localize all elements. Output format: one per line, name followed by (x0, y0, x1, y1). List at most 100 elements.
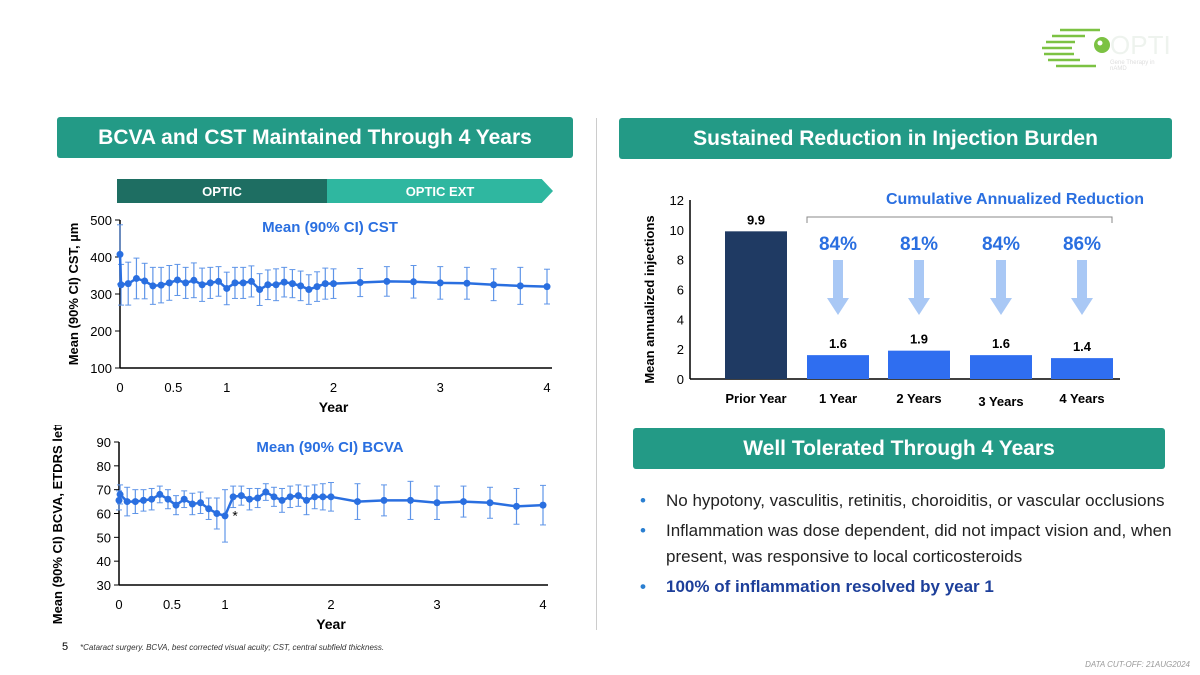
x-tick-label: 4 (543, 380, 550, 395)
data-point (164, 495, 172, 503)
logo: OPTIC Gene Therapy in nAMD (1030, 22, 1189, 72)
chart-title: Mean (90% CI) CST (262, 219, 398, 236)
data-point (237, 492, 245, 500)
y-tick-label: 12 (670, 193, 684, 208)
data-point (180, 495, 188, 503)
data-point (433, 499, 441, 507)
data-point (148, 495, 156, 503)
x-axis-title: Year (319, 399, 349, 415)
bar (888, 350, 950, 379)
data-point (513, 502, 520, 510)
data-point (321, 280, 329, 288)
category-label: 4 Years (1059, 391, 1104, 406)
data-point (543, 283, 551, 291)
data-point (490, 281, 498, 289)
tolerated-banner: Well Tolerated Through 4 Years (633, 428, 1165, 469)
data-point (254, 494, 262, 502)
down-arrow-icon (990, 260, 1012, 315)
data-point (330, 280, 337, 288)
bullet-text: 100% of inflammation resolved by year 1 (666, 577, 994, 596)
y-tick-label: 10 (670, 223, 684, 238)
x-tick-label: 2 (327, 597, 334, 612)
data-point (264, 281, 272, 289)
x-tick-label: 4 (539, 597, 546, 612)
bar-value-label: 1.9 (910, 332, 928, 347)
x-tick-label: 2 (330, 380, 337, 395)
data-point (247, 277, 255, 285)
y-axis-title: Mean annualized injections (642, 215, 657, 383)
bullet-text: No hypotony, vasculitis, retinitis, chor… (666, 491, 1165, 510)
category-label: 2 Years (896, 391, 941, 406)
data-point (198, 281, 206, 289)
data-point (231, 279, 239, 287)
data-point (270, 493, 278, 501)
data-point (165, 279, 173, 287)
bar-value-label: 1.4 (1073, 339, 1092, 354)
footnote: *Cataract surgery. BCVA, best corrected … (80, 643, 385, 652)
data-point (229, 493, 237, 501)
data-point (380, 496, 388, 504)
reduction-percent: 81% (900, 234, 938, 255)
bar-value-label: 1.6 (829, 336, 847, 351)
divider (596, 118, 597, 630)
data-point (460, 498, 467, 506)
reduction-percent: 86% (1063, 234, 1101, 255)
data-point (383, 277, 391, 285)
data-point (239, 279, 247, 287)
y-tick-label: 8 (677, 253, 684, 268)
reduction-percent: 84% (819, 234, 857, 255)
y-tick-label: 2 (677, 342, 684, 357)
data-point (272, 281, 280, 289)
data-point (327, 493, 335, 501)
y-tick-label: 100 (90, 361, 112, 376)
data-point (256, 286, 264, 294)
data-point (288, 280, 296, 288)
data-point (206, 279, 214, 287)
right-banner: Sustained Reduction in Injection Burden (619, 118, 1172, 159)
data-point (139, 496, 147, 504)
down-arrow-icon (1071, 260, 1093, 315)
data-point (278, 496, 286, 504)
y-axis-title: Mean (90% CI) CST, µm (66, 223, 81, 366)
data-point (297, 282, 305, 290)
y-tick-label: 90 (97, 435, 111, 450)
data-point (157, 281, 165, 289)
data-point (436, 279, 444, 287)
data-point (117, 281, 125, 289)
tolerated-banner-title: Well Tolerated Through 4 Years (743, 436, 1055, 460)
y-tick-label: 80 (97, 459, 111, 474)
data-point (354, 498, 361, 506)
phase-optic-label: OPTIC (202, 183, 242, 199)
y-tick-label: 0 (677, 372, 684, 387)
data-point (172, 501, 180, 509)
data-point (262, 488, 270, 496)
bar-value-label: 1.6 (992, 336, 1010, 351)
x-tick-label: 3 (437, 380, 444, 395)
data-point (311, 493, 319, 501)
bullet-item: • 100% of inflammation resolved by year 1 (640, 574, 1180, 600)
bar (725, 231, 787, 379)
data-point (173, 276, 181, 284)
data-point (319, 493, 327, 501)
data-point (280, 278, 288, 286)
y-tick-label: 6 (677, 283, 684, 298)
data-point (115, 496, 123, 504)
x-tick-label: 3 (433, 597, 440, 612)
page-number: 5 (62, 641, 69, 653)
bullet-item: • Inflammation was dose dependent, did no… (640, 518, 1180, 570)
phase-optic-ext: OPTIC EXT (327, 179, 553, 203)
data-point (356, 279, 364, 287)
bracket (806, 216, 1113, 223)
bullet-item: • No hypotony, vasculitis, retinitis, cho… (640, 488, 1180, 514)
data-point (245, 495, 253, 503)
y-tick-label: 200 (90, 324, 112, 339)
bcva-chart: 30 40 50 60 70 80 90 0 0.5 1 2 3 4 Year Mean (90% CI) … (50, 425, 548, 632)
x-axis-title: Year (316, 616, 346, 632)
category-label: Prior Year (725, 391, 786, 406)
reduction-percent: 84% (982, 234, 1020, 255)
phase-optic-ext-label: OPTIC EXT (405, 183, 475, 199)
data-point (407, 496, 414, 504)
y-tick-label: 500 (90, 213, 112, 228)
svg-text:OPTIC: OPTIC (1110, 30, 1170, 60)
data-point (213, 510, 221, 517)
